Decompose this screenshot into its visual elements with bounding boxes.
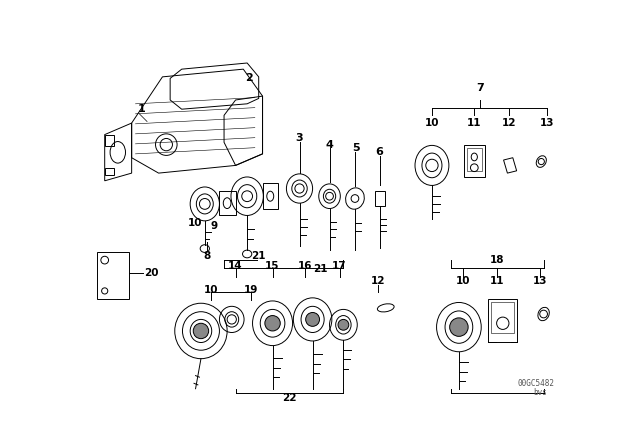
Text: 12: 12 <box>502 118 516 128</box>
Text: 7: 7 <box>476 83 484 94</box>
Text: 1: 1 <box>138 104 145 114</box>
Text: 3: 3 <box>296 134 303 143</box>
Text: 11: 11 <box>467 118 481 128</box>
Text: 10: 10 <box>425 118 439 128</box>
Bar <box>488 299 517 342</box>
Bar <box>97 252 129 299</box>
Text: 16: 16 <box>298 260 312 271</box>
Text: 15: 15 <box>266 260 280 271</box>
Text: 10: 10 <box>188 218 203 228</box>
Circle shape <box>265 315 280 331</box>
Bar <box>463 145 485 177</box>
Text: bvs: bvs <box>533 388 547 397</box>
Text: 14: 14 <box>228 260 243 271</box>
Text: 12: 12 <box>371 276 385 286</box>
Bar <box>219 191 236 215</box>
Text: 9: 9 <box>211 221 218 231</box>
Bar <box>262 183 278 209</box>
Text: 4: 4 <box>326 140 333 150</box>
Bar <box>105 168 114 176</box>
Circle shape <box>306 313 319 326</box>
Text: 00GC5482: 00GC5482 <box>517 379 554 388</box>
Circle shape <box>193 323 209 339</box>
Text: 6: 6 <box>376 147 383 157</box>
Text: 8: 8 <box>204 250 211 260</box>
Bar <box>467 148 482 171</box>
Text: 5: 5 <box>353 143 360 153</box>
Text: 20: 20 <box>143 268 158 278</box>
Text: 2: 2 <box>246 73 253 83</box>
Text: 10: 10 <box>204 285 218 295</box>
Text: 11: 11 <box>490 276 505 286</box>
Circle shape <box>338 319 349 330</box>
Text: 19: 19 <box>244 285 258 295</box>
Text: 10: 10 <box>456 276 470 286</box>
Bar <box>105 134 114 146</box>
Text: 18: 18 <box>490 255 505 265</box>
Bar <box>492 302 515 332</box>
Text: 21: 21 <box>313 264 328 274</box>
Text: 17: 17 <box>332 260 347 271</box>
Circle shape <box>450 318 468 336</box>
Bar <box>375 191 385 206</box>
Text: 13: 13 <box>532 276 547 286</box>
Text: 22: 22 <box>282 393 297 403</box>
Text: 21: 21 <box>252 250 266 260</box>
Text: 13: 13 <box>540 118 555 128</box>
